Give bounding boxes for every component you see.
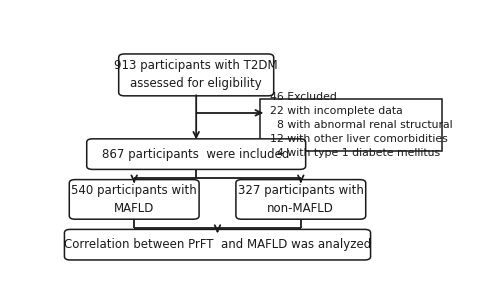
FancyBboxPatch shape (86, 139, 306, 169)
FancyBboxPatch shape (260, 98, 442, 151)
FancyBboxPatch shape (70, 180, 199, 219)
Text: Correlation between PrFT  and MAFLD was analyzed: Correlation between PrFT and MAFLD was a… (64, 238, 371, 251)
Text: 46 Excluded
22 with incomplete data
  8 with abnormal renal structural
12 with o: 46 Excluded 22 with incomplete data 8 wi… (270, 92, 452, 158)
Text: 327 participants with
non-MAFLD: 327 participants with non-MAFLD (238, 184, 364, 215)
FancyBboxPatch shape (236, 180, 366, 219)
Text: 913 participants with T2DM
assessed for eligibility: 913 participants with T2DM assessed for … (114, 59, 278, 90)
FancyBboxPatch shape (64, 229, 370, 260)
Text: 540 participants with
MAFLD: 540 participants with MAFLD (72, 184, 197, 215)
Text: 867 participants  were included: 867 participants were included (102, 148, 290, 161)
FancyBboxPatch shape (118, 54, 274, 96)
